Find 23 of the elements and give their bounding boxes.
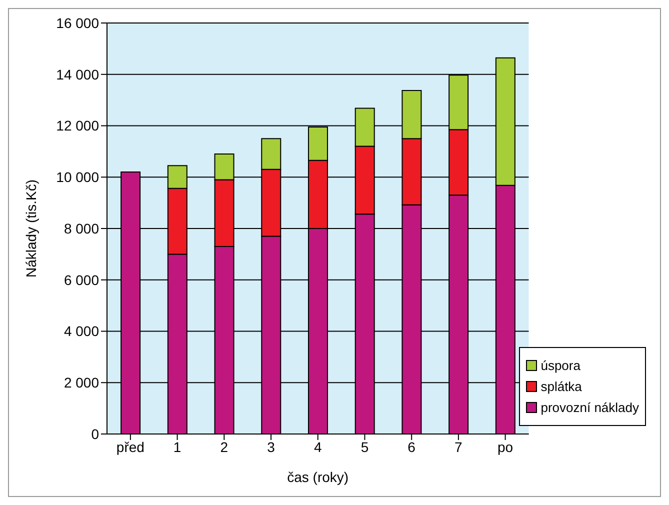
legend-label: splátka bbox=[540, 379, 583, 394]
x-tick-label: před bbox=[116, 438, 144, 455]
x-tick-label: 2 bbox=[220, 438, 228, 455]
x-axis-title: čas (roky) bbox=[287, 469, 349, 485]
y-tick-label: 14 000 bbox=[56, 66, 100, 82]
y-tick-label: 8 000 bbox=[64, 220, 100, 236]
x-tick-label: 4 bbox=[314, 438, 322, 455]
legend-label: úspora bbox=[540, 358, 582, 373]
y-tick-label: 2 000 bbox=[64, 374, 100, 391]
x-tick-label: 5 bbox=[360, 438, 369, 455]
y-tick-label: 0 bbox=[91, 426, 100, 442]
y-axis-title: Náklady (tis.Kč) bbox=[22, 179, 39, 278]
x-tick-label: po bbox=[498, 438, 514, 455]
x-tick-label: 3 bbox=[267, 438, 276, 455]
x-tick-label: 7 bbox=[454, 438, 463, 455]
y-tick-label: 16 000 bbox=[56, 14, 100, 31]
y-tick-label: 12 000 bbox=[56, 118, 100, 134]
x-tick-label: 6 bbox=[408, 438, 416, 455]
legend-label: provozní náklady bbox=[540, 400, 639, 415]
y-tick-label: 6 000 bbox=[64, 272, 100, 288]
x-tick-label: 1 bbox=[173, 438, 182, 455]
y-tick-label: 10 000 bbox=[56, 169, 100, 186]
y-tick-label: 4 000 bbox=[64, 323, 100, 340]
